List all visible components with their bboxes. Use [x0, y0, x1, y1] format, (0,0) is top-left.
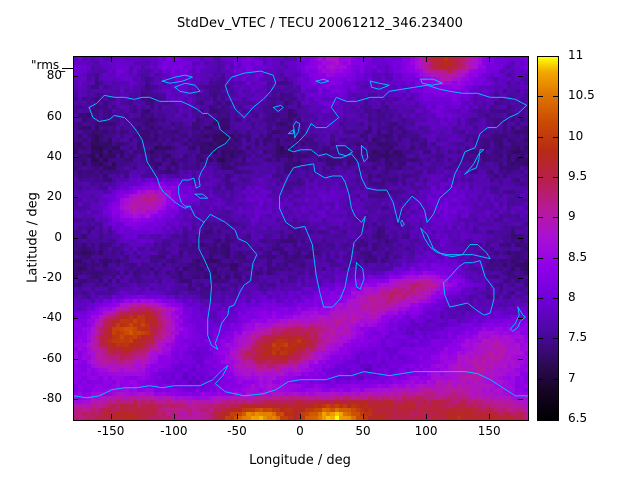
x-tickmark — [363, 414, 364, 419]
key-sample-line-icon — [62, 68, 75, 69]
colorbar-tick-label: 11 — [568, 48, 584, 62]
page-title: StdDev_VTEC / TECU 20061212_346.23400 — [176, 16, 464, 31]
x-tick-label: -50 — [227, 424, 247, 438]
y-tickmark — [73, 238, 78, 239]
y-tick-label: 80 — [46, 68, 62, 83]
key-title-artifact: "rms_ — [31, 58, 66, 72]
x-tickmark-top — [363, 57, 364, 62]
colorbar-tickmark-left — [538, 217, 543, 218]
heatmap-canvas[interactable] — [74, 57, 528, 420]
y-tick-label: 20 — [46, 189, 62, 204]
y-tickmark-right — [518, 197, 523, 198]
x-tickmark — [426, 414, 427, 419]
x-tick-label: -150 — [97, 424, 125, 438]
colorbar-tick-label: 7 — [568, 370, 576, 385]
y-tick-label: -80 — [42, 390, 62, 405]
colorbar-tickmark-right — [553, 298, 558, 299]
colorbar-tickmark-right — [553, 217, 558, 218]
x-tickmark-top — [426, 57, 427, 62]
x-tick-label: 50 — [355, 424, 371, 438]
colorbar-tickmark-right — [553, 137, 558, 138]
colorbar-tickmark-right — [553, 379, 558, 380]
y-tick-label: 60 — [46, 108, 62, 123]
x-tick-label: 0 — [296, 424, 304, 438]
x-tickmark — [174, 414, 175, 419]
x-tickmark — [489, 414, 490, 419]
colorbar-tickmark-left — [538, 96, 543, 97]
y-tickmark-right — [518, 318, 523, 319]
y-tick-label: -40 — [42, 310, 62, 325]
x-tick-label: 150 — [477, 424, 501, 438]
y-tickmark — [73, 117, 78, 118]
colorbar-tick-label: 9 — [568, 209, 576, 224]
x-tick-label: 100 — [414, 424, 438, 438]
colorbar[interactable] — [537, 56, 559, 421]
x-tickmark-top — [489, 57, 490, 62]
y-tickmark-right — [518, 157, 523, 158]
y-tickmark-right — [518, 399, 523, 400]
colorbar-tickmark-left — [538, 258, 543, 259]
y-tickmark-right — [518, 117, 523, 118]
y-tickmark — [73, 76, 78, 77]
heatmap-plot-area[interactable] — [73, 56, 529, 421]
colorbar-tick-label: 8.5 — [568, 249, 588, 264]
colorbar-tickmark-left — [538, 338, 543, 339]
x-tickmark-top — [111, 57, 112, 62]
y-tickmark — [73, 197, 78, 198]
colorbar-tick-label: 10.5 — [568, 88, 595, 103]
y-tickmark — [73, 318, 78, 319]
y-tick-label: -20 — [42, 269, 62, 284]
colorbar-tickmark-left — [538, 298, 543, 299]
colorbar-tickmark-left — [538, 177, 543, 178]
y-tickmark-right — [518, 76, 523, 77]
colorbar-tick-label: 9.5 — [568, 169, 588, 183]
y-tick-label: 0 — [54, 229, 62, 244]
x-axis-title: Longitude / deg — [249, 453, 351, 468]
y-axis-title: Latitude / deg — [25, 192, 41, 283]
y-tickmark — [73, 359, 78, 360]
colorbar-canvas — [538, 57, 558, 420]
colorbar-tickmark-left — [538, 137, 543, 138]
y-tickmark-right — [518, 359, 523, 360]
y-tickmark-right — [518, 238, 523, 239]
colorbar-tick-label: 7.5 — [568, 330, 588, 345]
colorbar-tick-label: 6.5 — [568, 411, 588, 425]
y-tickmark — [73, 278, 78, 279]
x-tickmark-top — [300, 57, 301, 62]
x-tickmark — [300, 414, 301, 419]
y-tick-label: 40 — [46, 148, 62, 163]
colorbar-tick-label: 8 — [568, 290, 576, 304]
x-tickmark-top — [237, 57, 238, 62]
colorbar-tickmark-left — [538, 379, 543, 380]
colorbar-tickmark-right — [553, 338, 558, 339]
x-tickmark-top — [174, 57, 175, 62]
x-tickmark — [111, 414, 112, 419]
colorbar-tick-label: 10 — [568, 128, 584, 143]
x-tickmark — [237, 414, 238, 419]
y-tickmark — [73, 399, 78, 400]
y-tickmark-right — [518, 278, 523, 279]
y-tickmark — [73, 157, 78, 158]
colorbar-tickmark-right — [553, 258, 558, 259]
colorbar-tickmark-right — [553, 177, 558, 178]
y-tick-label: -60 — [42, 350, 62, 365]
colorbar-tickmark-right — [553, 96, 558, 97]
x-tick-label: -100 — [160, 424, 188, 438]
